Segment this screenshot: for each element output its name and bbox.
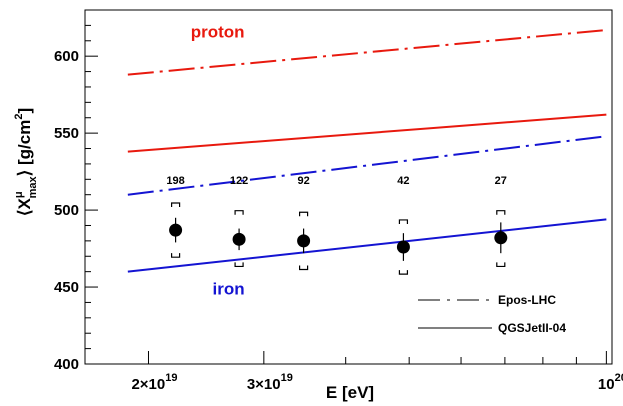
x-tick-exponent: 20 (615, 372, 623, 384)
sys-bracket-upper (299, 211, 309, 217)
y-label-part: ] (15, 108, 34, 114)
data-point-group: 27 (494, 175, 508, 268)
plot-border (84, 9, 613, 365)
legend-label: Epos-LHC (498, 293, 556, 307)
data-point-marker (494, 231, 508, 245)
x-tick-exponent: 19 (281, 372, 293, 384)
event-count-label: 42 (397, 175, 409, 187)
x-tick-base: 10 (598, 376, 615, 393)
sys-bracket-lower (299, 265, 309, 271)
x-tick-label: 3×1019 (247, 372, 293, 393)
x-tick-exponent: 19 (165, 372, 177, 384)
y-label-part: ⟨X (15, 197, 34, 216)
legend: Epos-LHC QGSJetII-04 (418, 293, 566, 335)
sys-bracket-lower (398, 270, 409, 275)
sys-bracket-lower (234, 262, 244, 268)
data-point-group: 92 (297, 175, 311, 271)
x-axis-label: E [eV] (326, 383, 374, 402)
y-tick-label: 400 (54, 356, 79, 373)
event-count-label: 92 (297, 175, 309, 187)
data-point-group: 122 (230, 175, 248, 268)
y-axis-label: ⟨Xμ max⟩ [g/cm2] (13, 108, 39, 216)
proton-qgsjetii-04-line (127, 113, 607, 153)
data-point-marker (169, 223, 183, 237)
x-tick-label: 2×1019 (131, 372, 177, 393)
iron-label: iron (212, 280, 244, 299)
x-tick-base: 3×10 (247, 376, 281, 393)
y-tick-label: 500 (54, 202, 79, 219)
data-point-marker (297, 234, 311, 248)
legend-label: QGSJetII-04 (498, 321, 566, 335)
y-tick-label: 600 (54, 48, 79, 65)
y-label-part: μ (13, 191, 25, 198)
data-points: 198 122 92 42 27 (166, 175, 508, 275)
y-tick-label: 550 (54, 125, 79, 142)
event-count-label: 122 (230, 175, 248, 187)
data-point-group: 198 (166, 175, 185, 258)
sys-bracket-upper (234, 210, 244, 215)
model-lines (127, 29, 607, 273)
sys-bracket-upper (398, 219, 409, 224)
sys-bracket-lower (496, 262, 506, 268)
data-point-marker (396, 240, 410, 254)
sys-bracket-upper (496, 210, 506, 215)
data-point-marker (232, 232, 246, 246)
proton-label: proton (191, 23, 245, 42)
sys-bracket-lower (171, 253, 181, 258)
sys-bracket-upper (171, 202, 181, 208)
axis-labels: E [eV] ⟨Xμ max⟩ [g/cm2] (13, 108, 374, 402)
annotations: proton iron (191, 23, 245, 299)
event-count-label: 198 (166, 175, 184, 187)
y-label-part: 2 (13, 114, 25, 120)
x-tick-label: 1020 (598, 372, 623, 393)
y-tick-label: 450 (54, 279, 79, 296)
x-tick-base: 2×10 (131, 376, 165, 393)
data-point-group: 42 (396, 175, 410, 275)
y-label-part: max (27, 176, 39, 199)
iron-epos-lhc-line (127, 135, 607, 196)
y-label-part: ⟩ [g/cm (15, 120, 34, 177)
iron-qgsjetii-04-line (127, 218, 607, 273)
event-count-label: 27 (495, 175, 507, 187)
plot-frame (84, 9, 613, 365)
